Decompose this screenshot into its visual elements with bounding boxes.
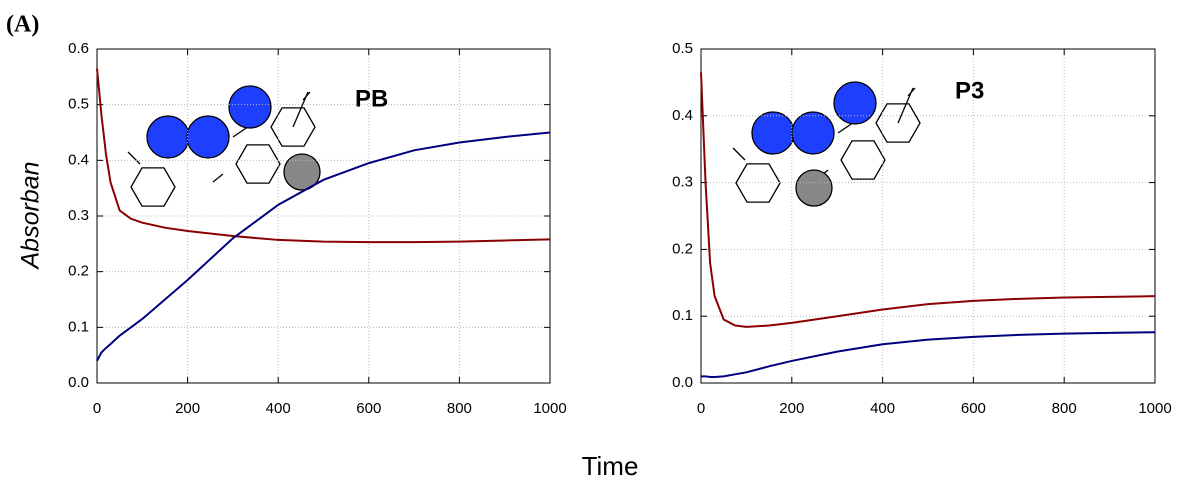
x-tick-label: 0	[697, 400, 705, 417]
y-tick-label: 0.4	[672, 107, 693, 124]
ring	[875, 103, 921, 143]
y-tick-label: 0.6	[68, 40, 89, 57]
y-axis-label: Absorban	[17, 161, 45, 270]
plot-frame	[96, 48, 551, 384]
x-tick-label: 0	[93, 400, 101, 417]
y-tick-label: 0.0	[672, 374, 693, 391]
y-tick-label: 0.5	[672, 40, 693, 57]
y-tick-label: 0.0	[68, 374, 89, 391]
x-tick-label: 200	[175, 400, 200, 417]
panel-label: (A)	[6, 12, 39, 38]
bead	[795, 169, 833, 207]
y-tick-label: 0.3	[68, 207, 89, 224]
y-tick-label: 0.3	[672, 174, 693, 191]
bond	[732, 147, 746, 161]
bead	[146, 115, 190, 159]
annotation: P3	[955, 77, 984, 104]
ring	[130, 167, 176, 207]
bead	[186, 115, 230, 159]
data-line	[96, 131, 551, 362]
x-tick-label: 1000	[1138, 400, 1171, 417]
x-tick-label: 800	[1052, 400, 1077, 417]
x-axis-label: Time	[582, 451, 639, 481]
bead	[283, 153, 321, 191]
ring	[735, 163, 781, 203]
annotation: PB	[355, 85, 388, 112]
ring	[235, 144, 281, 184]
ring	[270, 107, 316, 147]
bead	[751, 111, 795, 155]
x-tick-label: 600	[961, 400, 986, 417]
bond	[127, 151, 141, 165]
bond	[212, 173, 224, 183]
x-tick-label: 1000	[533, 400, 566, 417]
x-tick-label: 400	[870, 400, 895, 417]
data-line	[701, 331, 1156, 378]
x-tick-label: 400	[266, 400, 291, 417]
ring	[840, 140, 886, 180]
data-line	[700, 72, 1156, 328]
y-tick-label: 0.5	[68, 96, 89, 113]
data-line	[96, 68, 551, 244]
bond	[907, 87, 916, 97]
x-tick-label: 600	[356, 400, 381, 417]
x-tick-label: 200	[779, 400, 804, 417]
y-tick-label: 0.1	[68, 318, 89, 335]
plot-frame	[700, 48, 1156, 384]
x-tick-label: 800	[447, 400, 472, 417]
molecule-diagrams	[127, 81, 921, 207]
y-tick-label: 0.1	[672, 307, 693, 324]
bond	[302, 91, 311, 101]
y-tick-label: 0.2	[68, 263, 89, 280]
bead	[833, 81, 877, 125]
y-tick-label: 0.4	[68, 151, 89, 168]
bead	[228, 85, 272, 129]
bead	[791, 111, 835, 155]
y-tick-label: 0.2	[672, 240, 693, 257]
